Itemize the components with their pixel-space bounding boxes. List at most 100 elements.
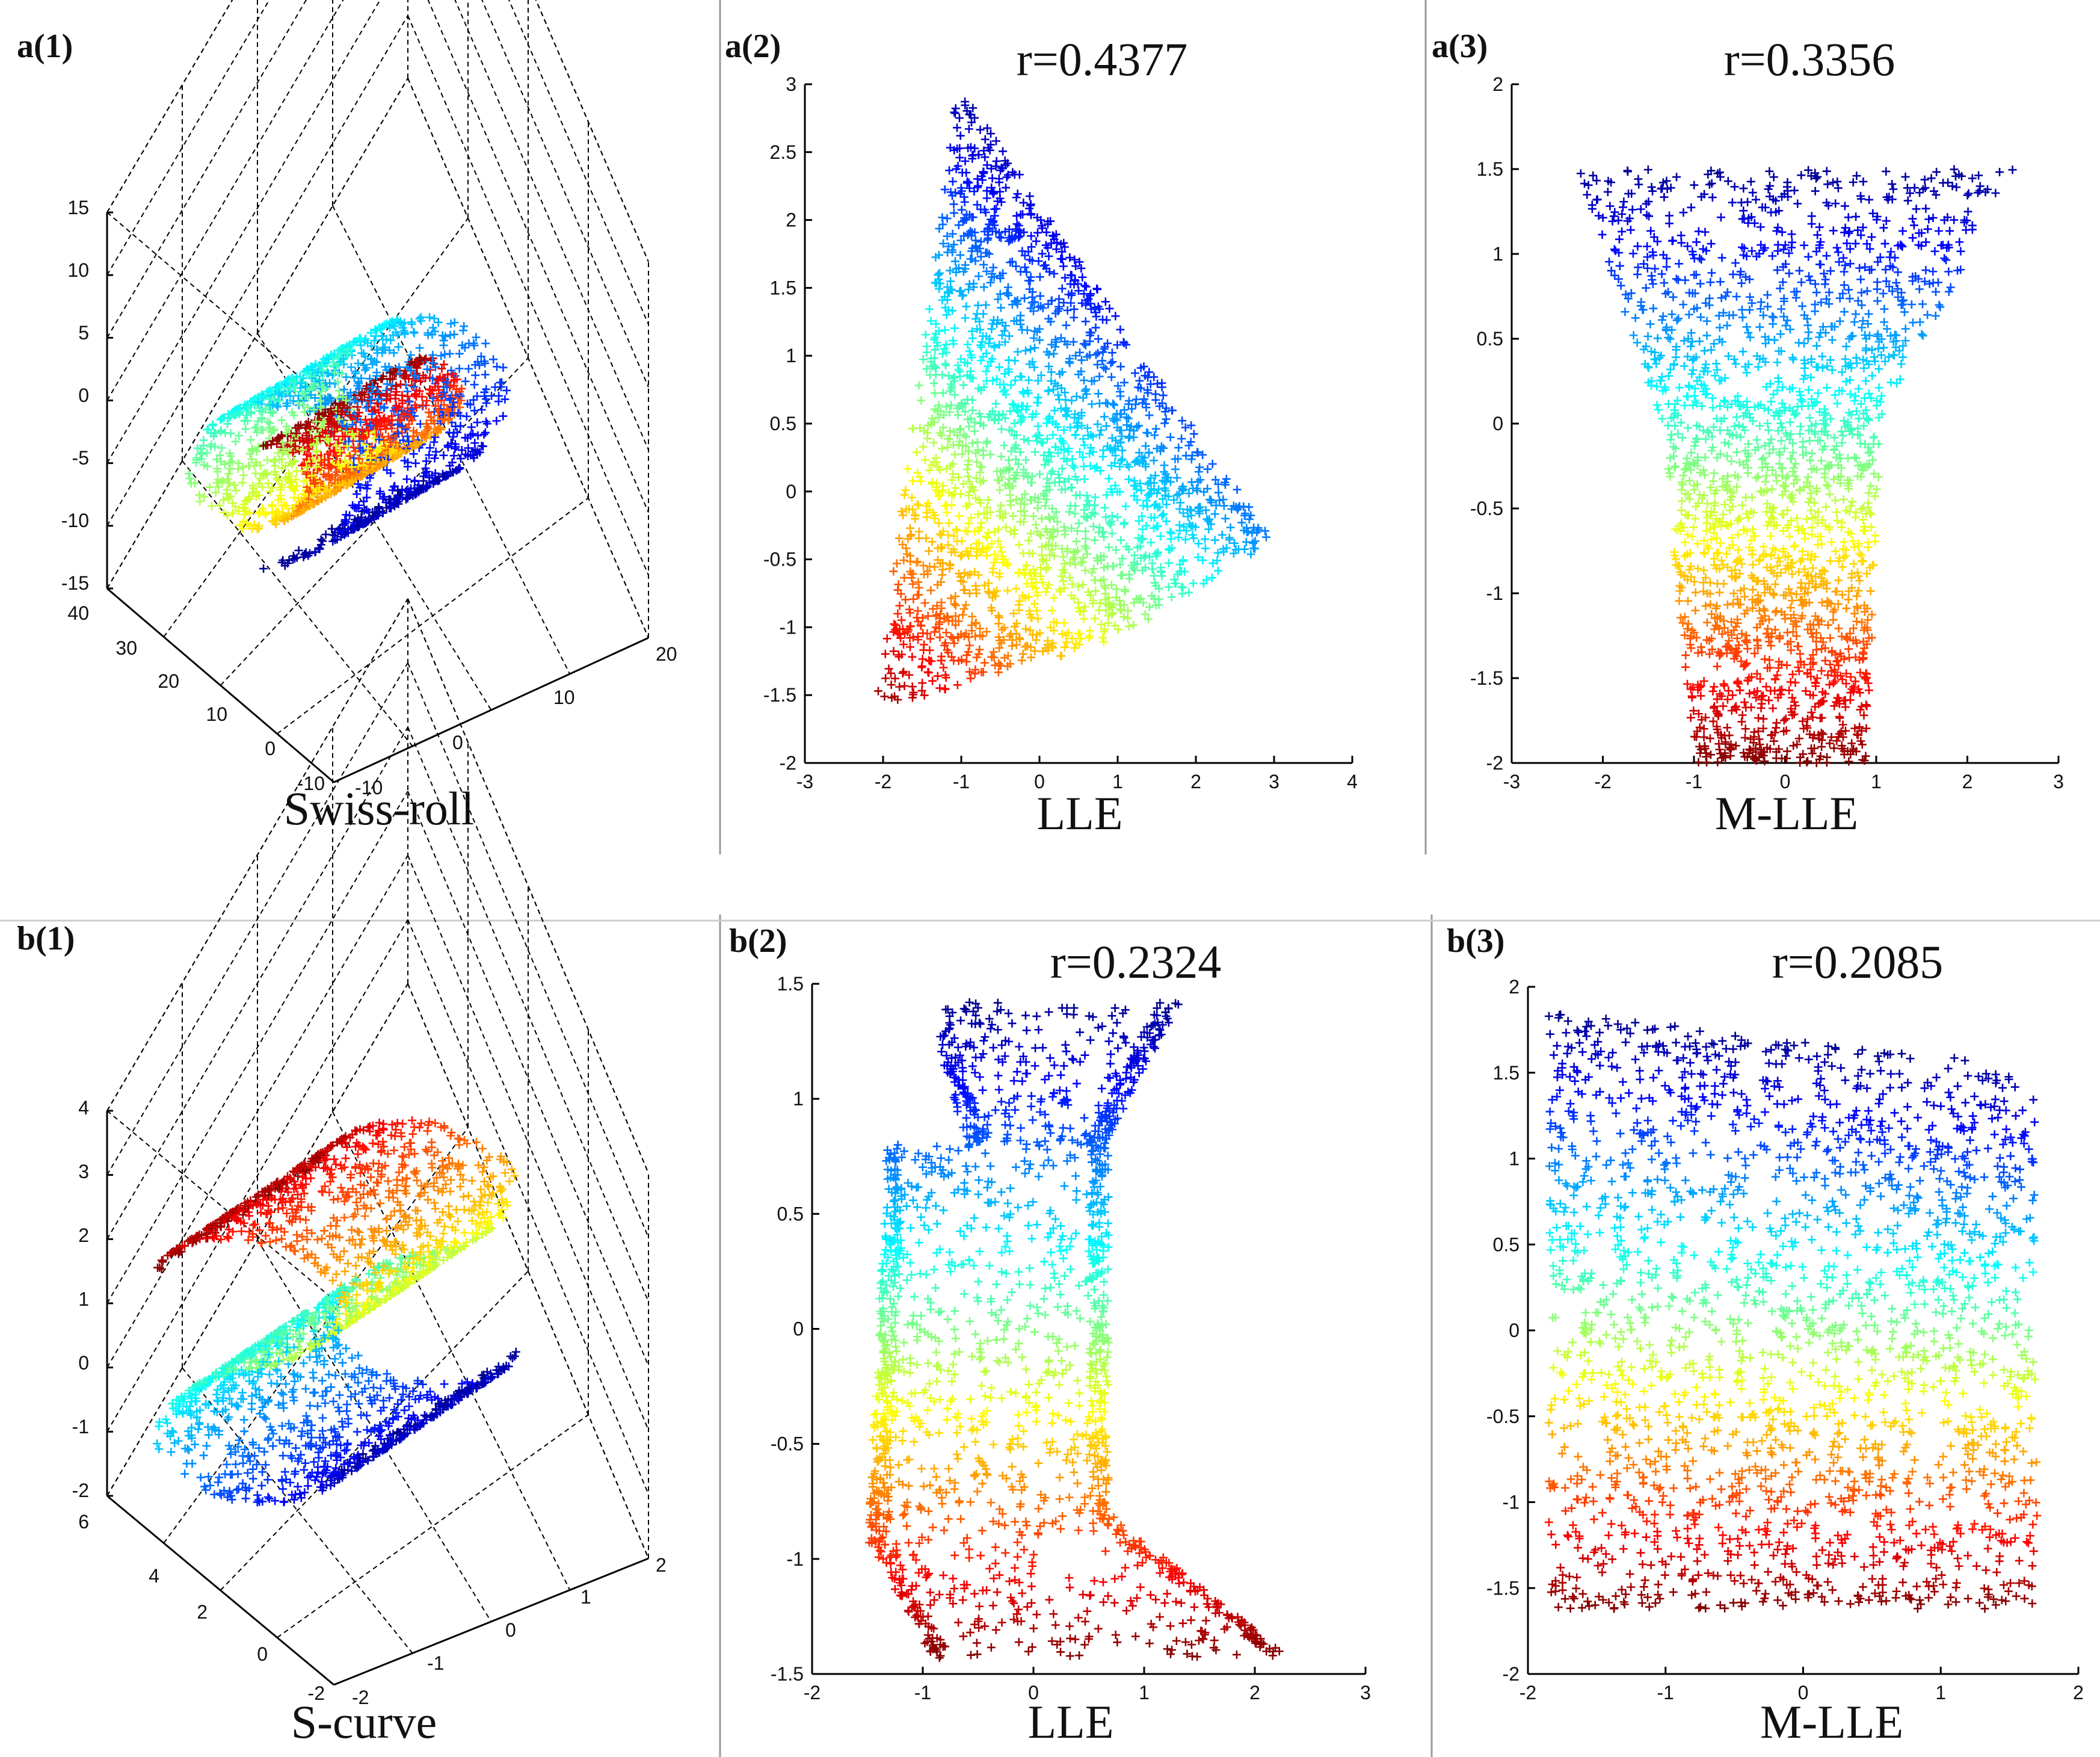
a1-x-tick-3: 20 — [656, 643, 677, 665]
a1-point — [457, 446, 466, 455]
a1-point — [431, 433, 440, 442]
a2-x-tick-label: 3 — [1269, 771, 1279, 792]
a3-y-tick-label: -1.5 — [1470, 667, 1503, 689]
a2-y-tick-label: 2.5 — [770, 141, 796, 163]
a1-points — [185, 313, 511, 573]
a1-point — [223, 511, 232, 520]
a1-point — [259, 564, 268, 573]
a1-grid-line — [277, 497, 589, 735]
a1-grid-line — [481, 0, 649, 388]
a1-point — [469, 395, 478, 404]
a1-grid-line — [535, 0, 649, 262]
a2-y-tick-label: -1.5 — [763, 684, 796, 706]
a2-x-tick-label: 4 — [1347, 771, 1358, 792]
a3-x-tick-label: 1 — [1871, 771, 1882, 792]
a1-point — [456, 454, 465, 463]
a1-grid-line — [106, 0, 381, 464]
a3-y-tick-label: 0 — [1492, 413, 1503, 434]
panel-label-a1: a(1) — [17, 28, 73, 65]
a1-point — [318, 537, 327, 546]
a3-y-tick-label: -0.5 — [1470, 498, 1503, 519]
a3-x-tick-label: 3 — [2053, 771, 2064, 792]
panel-label-a2: a(2) — [725, 28, 781, 65]
a2-y-tick-label: 1.5 — [770, 277, 796, 298]
a1-point — [263, 455, 272, 465]
a3-y-tick-label: 0.5 — [1477, 328, 1503, 350]
a1-point — [499, 363, 508, 372]
a2-y-tick-label: -0.5 — [763, 549, 796, 570]
a1-point — [493, 362, 502, 371]
a1-point — [254, 442, 263, 451]
a2-y-tick-label: -2 — [780, 752, 796, 774]
panel-a1: a(1) 15 10 5 0 -5 -10 -15 40 30 20 10 0 … — [17, 0, 677, 835]
a1-point — [394, 342, 403, 351]
a1-y-tick-0: 40 — [67, 602, 89, 624]
a3-y-tick-label: 1.5 — [1477, 158, 1503, 180]
a1-z-tick-5: -10 — [61, 510, 89, 531]
a1-y-tick-4: 0 — [265, 738, 276, 759]
a1-point — [219, 495, 228, 504]
a1-y-tick-2: 20 — [158, 670, 179, 692]
a1-grid-line — [220, 357, 529, 686]
a1-point — [398, 323, 407, 332]
a1-point — [398, 485, 407, 494]
a3-x-tick-label: -1 — [1686, 771, 1702, 792]
a2-y-tick-label: 0 — [786, 481, 796, 502]
a1-point — [261, 510, 270, 519]
a3-y-tick-label: 2 — [1492, 73, 1503, 95]
a3-x-tick-label: -2 — [1594, 771, 1611, 792]
a3-x-tick-label: -3 — [1503, 771, 1520, 792]
a1-point — [268, 483, 277, 492]
a1-point — [346, 363, 356, 372]
a1-z-tick-2: 5 — [78, 322, 89, 344]
a2-x-tick-label: -2 — [875, 771, 891, 792]
a3-title: r=0.3356 — [1724, 33, 1895, 85]
a1-y-tick-1: 30 — [115, 637, 137, 659]
a1-z-tick-0: 15 — [67, 197, 89, 218]
a1-point — [205, 483, 214, 492]
a1-point — [411, 459, 420, 468]
a2-y-tick-label: 0.5 — [770, 413, 796, 434]
a2-xlabel: LLE — [1037, 787, 1123, 839]
a1-point — [247, 409, 256, 418]
a2-y-tick-label: 3 — [786, 73, 796, 95]
a1-point — [266, 487, 275, 496]
a1-point — [473, 431, 482, 440]
a1-grid-line — [257, 333, 492, 711]
a1-point — [234, 459, 243, 468]
a3-x-tick-label: 2 — [1962, 771, 1973, 792]
a1-point — [499, 412, 508, 421]
a2-y-tick-label: 2 — [786, 209, 796, 231]
a2-y-tick-label: 1 — [786, 345, 796, 366]
a1-x-tick-2: 10 — [553, 687, 575, 708]
panel-label-a3: a(3) — [1432, 28, 1488, 65]
a1-z-tick-1: 10 — [67, 259, 89, 281]
a1-z-tick-6: -15 — [61, 572, 89, 594]
a1-point — [342, 510, 351, 519]
a1-z-tick-4: -5 — [72, 447, 89, 469]
a2-x-tick-label: -1 — [953, 771, 970, 792]
a1-point — [439, 341, 448, 350]
a3-y-tick-label: -1 — [1486, 582, 1503, 604]
a3-y-tick-label: -2 — [1486, 752, 1503, 774]
a1-z-tick-3: 0 — [78, 384, 89, 406]
a1-point — [203, 462, 212, 471]
a1-point — [473, 392, 482, 401]
a1-x-tick-1: 0 — [452, 732, 463, 753]
a1-grid-line — [163, 217, 469, 638]
a1-point — [428, 323, 437, 332]
a1-grid-line — [427, 0, 649, 513]
a1-grid-line — [106, 0, 307, 338]
a2-title: r=0.4377 — [1017, 33, 1187, 85]
a1-grid-line — [182, 460, 413, 747]
a1-x-axis — [333, 637, 649, 783]
a2-x-tick-label: -3 — [796, 771, 813, 792]
a1-xlabel: Swiss-roll — [284, 782, 474, 835]
a2-x-tick-label: 2 — [1190, 771, 1201, 792]
a3-y-tick-label: 1 — [1492, 243, 1503, 265]
a1-point — [464, 443, 473, 452]
a1-y-tick-3: 10 — [206, 703, 227, 725]
a1-point — [273, 474, 282, 483]
a1-point — [247, 455, 256, 464]
